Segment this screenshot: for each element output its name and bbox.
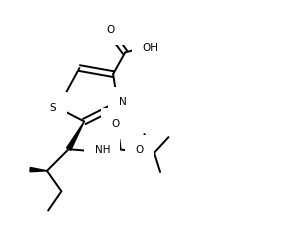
Text: OH: OH xyxy=(142,43,158,53)
Polygon shape xyxy=(66,121,84,150)
Text: O: O xyxy=(135,145,144,155)
Text: N: N xyxy=(119,97,127,107)
Text: S: S xyxy=(50,103,56,113)
Polygon shape xyxy=(30,167,47,172)
Text: NH: NH xyxy=(95,145,110,155)
Text: O: O xyxy=(111,119,120,129)
Text: O: O xyxy=(106,25,115,35)
